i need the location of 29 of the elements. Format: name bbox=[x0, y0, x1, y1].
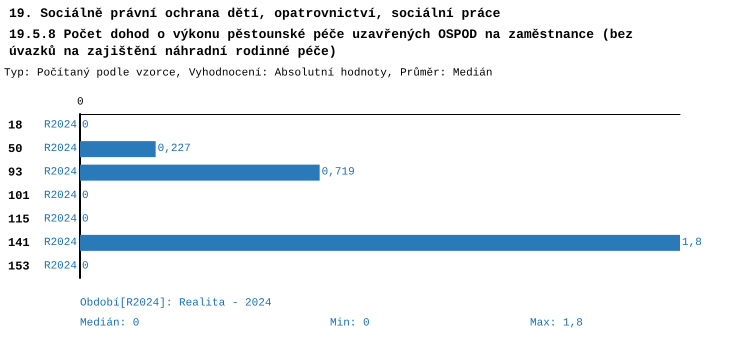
y-tick-label: 93 bbox=[8, 166, 22, 180]
text: R2024 bbox=[44, 236, 77, 249]
text: Typ: Počítaný podle vzorce, Vyhodnocení: Absolutní hodnoty, Průměr: Medián bbox=[4, 66, 492, 80]
chart-subtitle: 19.5.8 Počet dohod o výkonu pěstounské péče uzavřených OSPOD na zaměstnance (bez úvazků na zajištění náhradní rodinné péče) bbox=[9, 27, 641, 59]
text: 0 bbox=[77, 96, 84, 108]
y-tick-label: 115 bbox=[8, 212, 30, 226]
text: R2024 bbox=[44, 260, 77, 272]
data-label: 0,227 bbox=[158, 143, 191, 156]
text: Období[R2024]: Realita - 2024 bbox=[80, 298, 272, 310]
data-label: 0,719 bbox=[322, 166, 355, 179]
y-tick-label: 50 bbox=[8, 142, 22, 156]
chart-title: 19. Sociálně právní ochrana dětí, opatrovnictví, sociální práce bbox=[9, 6, 501, 21]
text: R2024 bbox=[44, 190, 77, 202]
data-label: 1,8 bbox=[682, 236, 702, 249]
y-tick-label: 153 bbox=[8, 259, 30, 274]
data-label: 0 bbox=[82, 120, 89, 132]
data-label: 0 bbox=[82, 213, 89, 226]
text: Min: 0 bbox=[330, 318, 370, 330]
y-tick-label: 101 bbox=[8, 189, 30, 203]
data-label: 0 bbox=[82, 190, 89, 202]
text: R2024 bbox=[44, 213, 77, 226]
text: Medián: 0 bbox=[80, 318, 140, 330]
text: R2024 bbox=[44, 166, 77, 179]
y-tick-label: 18 bbox=[8, 118, 22, 133]
text: Max: 1,8 bbox=[530, 318, 583, 330]
data-label: 0 bbox=[82, 260, 89, 272]
y-tick-label: 141 bbox=[8, 236, 30, 250]
text: R2024 bbox=[44, 120, 77, 132]
series-label: R2024 bbox=[44, 143, 78, 156]
